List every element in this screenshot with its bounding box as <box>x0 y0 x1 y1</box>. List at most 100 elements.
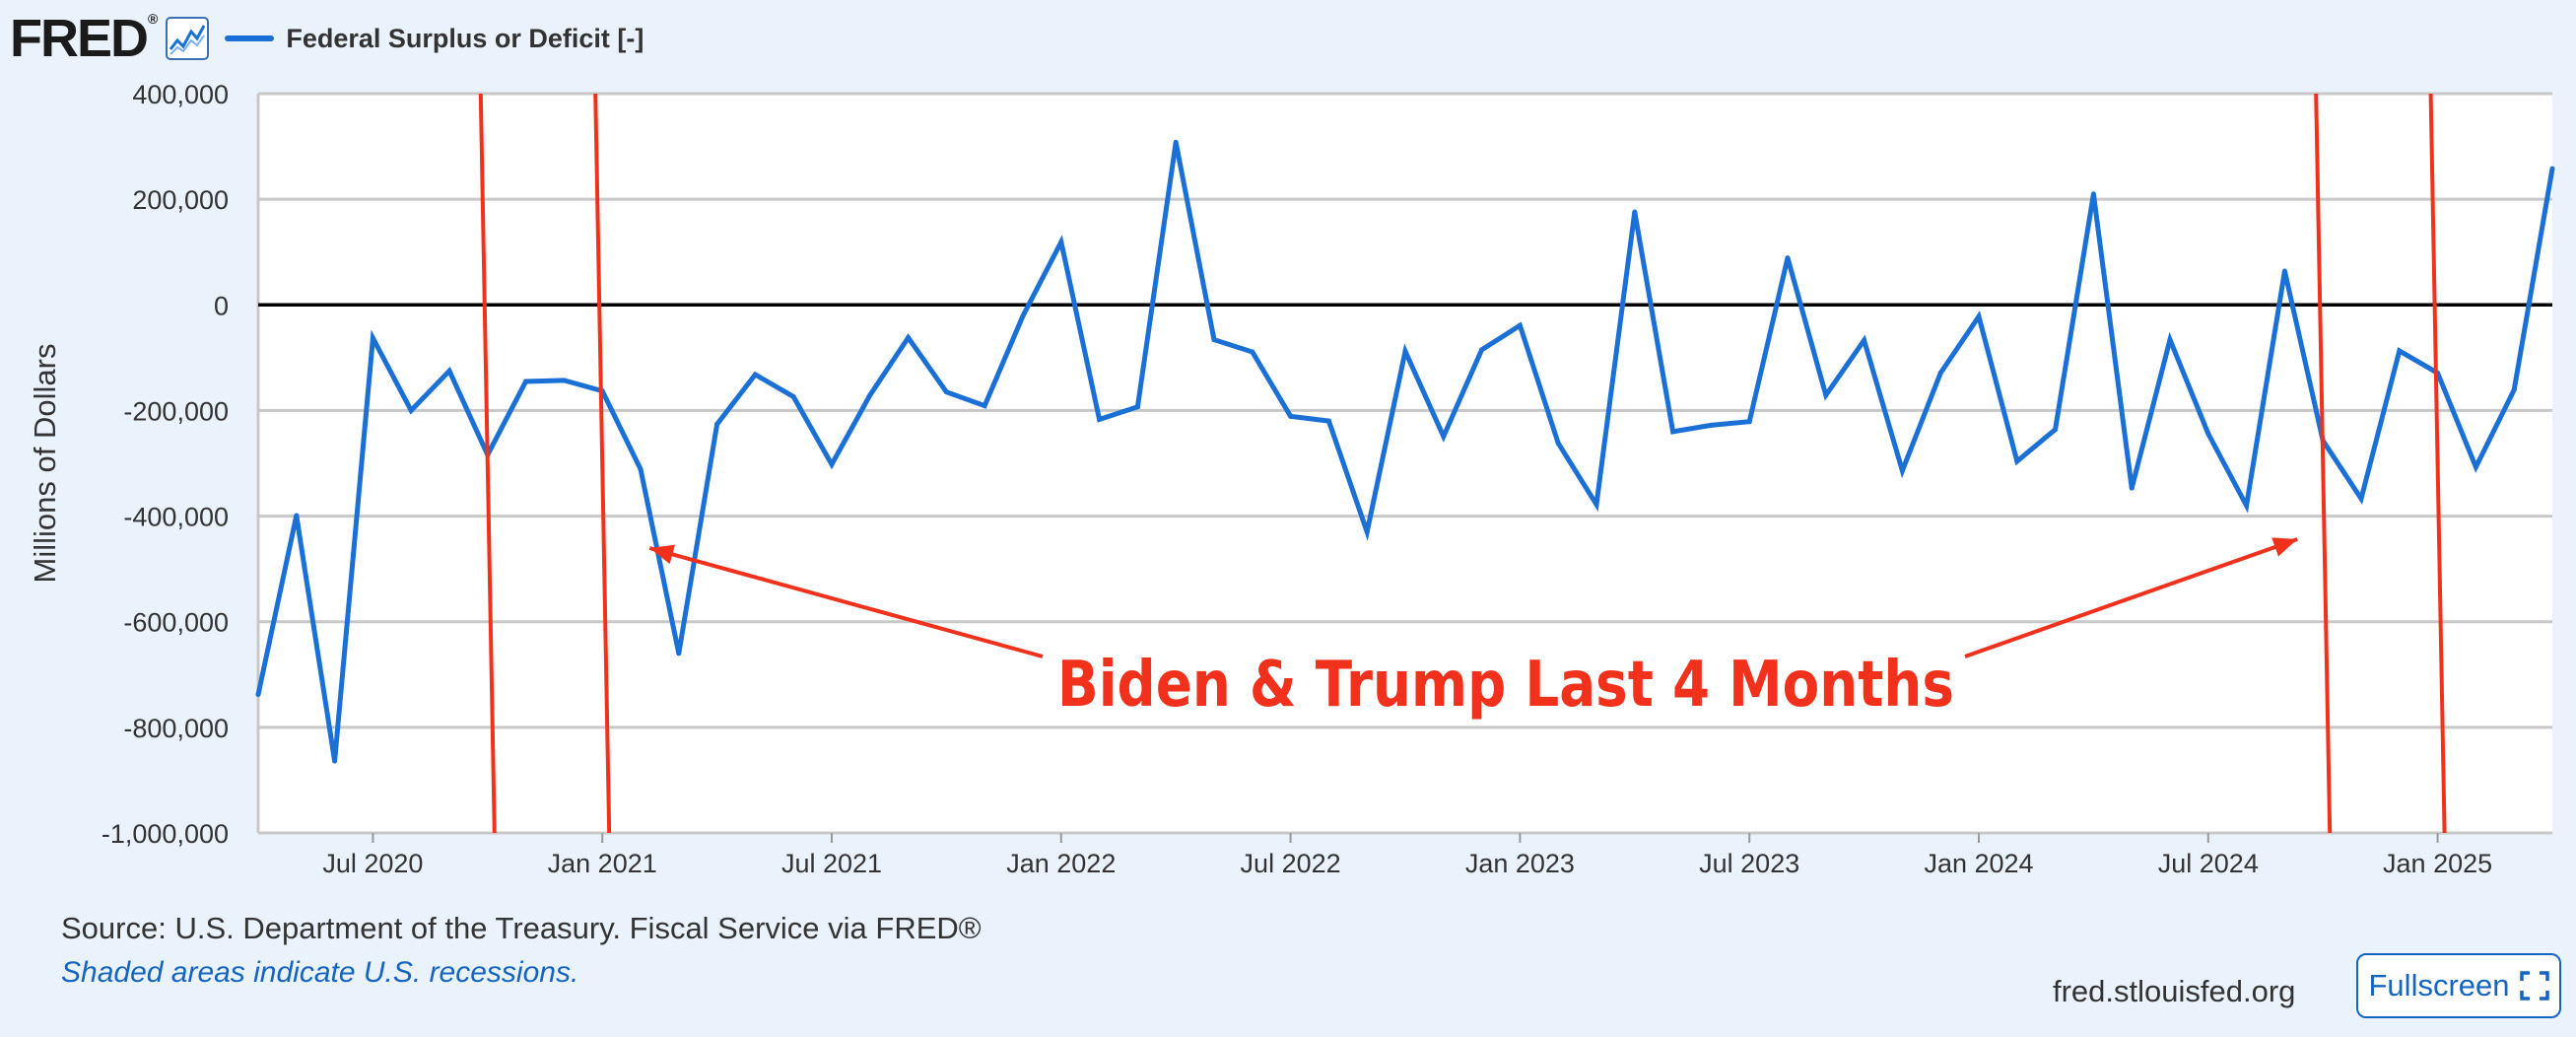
y-tick-label: -1,000,000 <box>102 819 229 849</box>
registered-mark: ® <box>148 11 158 27</box>
annotation-layer <box>478 93 2447 834</box>
arrow-head <box>2271 537 2298 557</box>
data-point <box>1670 429 1676 435</box>
data-point <box>638 466 644 472</box>
data-point <box>2473 464 2478 470</box>
data-point <box>1785 255 1791 261</box>
x-tick-label: Jan 2025 <box>2383 849 2492 878</box>
data-point <box>1479 347 1485 353</box>
annotation-line <box>2314 93 2333 834</box>
x-tick-label: Jul 2022 <box>1241 849 1341 878</box>
y-tick-label: 400,000 <box>132 80 229 109</box>
data-point <box>1708 422 1714 428</box>
data-point <box>1173 139 1179 145</box>
recession-note: Shaded areas indicate U.S. recessions. <box>61 956 579 989</box>
annotation-line <box>478 93 497 834</box>
data-point <box>370 335 375 341</box>
data-point <box>2090 191 2096 197</box>
x-tick-label: Jul 2024 <box>2158 849 2259 878</box>
data-point <box>2358 496 2364 502</box>
data-point <box>332 758 338 764</box>
data-point <box>1288 413 1294 419</box>
chart-header: FRED® Federal Surplus or Deficit [-] <box>10 6 644 71</box>
data-point <box>2511 387 2517 393</box>
data-point <box>714 421 720 427</box>
data-point <box>752 372 758 378</box>
x-axis-ticks: Jul 2020 Jan 2021 Jul 2021 Jan 2022 Jul 2022… <box>322 833 2492 878</box>
legend-swatch <box>225 35 275 41</box>
legend-label: Federal Surplus or Deficit [-] <box>286 23 644 53</box>
y-axis-label: Millions of Dollars <box>28 344 62 584</box>
annotation-arrow <box>648 546 1044 658</box>
data-point <box>1325 418 1331 424</box>
data-point <box>2244 503 2250 509</box>
data-point <box>2167 337 2173 343</box>
data-point <box>1250 349 1255 355</box>
x-tick-label: Jul 2020 <box>322 849 423 878</box>
data-point <box>2549 166 2555 172</box>
data-point <box>561 378 567 383</box>
data-point <box>1441 434 1447 440</box>
data-point <box>1555 441 1561 447</box>
logo-text: FRED <box>10 9 149 68</box>
data-point <box>1020 313 1026 319</box>
data-point <box>1632 209 1638 215</box>
grid-lines <box>256 92 2552 835</box>
x-tick-label: Jan 2021 <box>548 849 657 878</box>
source-note: Source: U.S. Department of the Treasury.… <box>61 911 982 945</box>
data-point <box>943 389 949 395</box>
expand-icon <box>2519 971 2549 1001</box>
data-point <box>2397 348 2403 354</box>
plot-area <box>258 94 2552 833</box>
site-url[interactable]: fred.stlouisfed.org <box>2053 974 2296 1008</box>
data-point <box>1211 337 1217 343</box>
fullscreen-button[interactable]: Fullscreen <box>2356 953 2561 1018</box>
fullscreen-label: Fullscreen <box>2368 968 2510 1002</box>
data-point <box>2205 431 2211 437</box>
data-point <box>523 379 529 384</box>
y-axis-ticks: 400,000 200,000 0 -200,000 -400,000 -600,000 -… <box>102 80 229 849</box>
data-point <box>1517 322 1523 328</box>
data-point <box>1937 370 1943 376</box>
data-point <box>2014 458 2020 464</box>
data-point <box>829 461 835 467</box>
annotation-line <box>2428 93 2447 834</box>
x-tick-label: Jan 2023 <box>1465 849 1575 878</box>
data-point <box>1746 419 1752 425</box>
fred-logo[interactable]: FRED® <box>10 9 158 68</box>
data-point <box>1058 240 1064 245</box>
y-tick-label: 0 <box>214 291 229 320</box>
annotation-text: Biden & Trump Last 4 Months <box>1057 649 1954 722</box>
data-point <box>2281 268 2287 274</box>
x-tick-label: Jul 2021 <box>781 849 882 878</box>
data-point <box>906 335 912 340</box>
line-graph-icon <box>166 17 210 60</box>
data-point <box>1097 417 1103 423</box>
y-tick-label: -400,000 <box>123 503 229 532</box>
data-point <box>676 651 682 657</box>
data-point <box>1976 313 1982 319</box>
data-point <box>2053 427 2059 433</box>
x-tick-label: Jan 2022 <box>1006 849 1116 878</box>
data-point <box>1899 468 1905 473</box>
y-tick-label: -600,000 <box>123 608 229 638</box>
annotation-arrow <box>1964 537 2298 658</box>
y-tick-label: 200,000 <box>132 185 229 215</box>
y-tick-label: -200,000 <box>123 396 229 426</box>
data-point <box>1862 337 1867 343</box>
data-point <box>790 394 796 399</box>
data-point <box>446 368 452 374</box>
data-point <box>867 392 873 398</box>
data-point <box>255 692 261 698</box>
data-point <box>1134 404 1140 410</box>
data-point <box>2129 485 2135 491</box>
annotation-line <box>593 93 612 834</box>
x-tick-label: Jan 2024 <box>1924 849 2033 878</box>
data-point <box>294 513 300 518</box>
data-point <box>1402 348 1408 354</box>
data-point <box>1823 392 1829 398</box>
data-point <box>982 403 987 409</box>
data-point <box>1593 502 1599 508</box>
data-point <box>408 407 414 413</box>
